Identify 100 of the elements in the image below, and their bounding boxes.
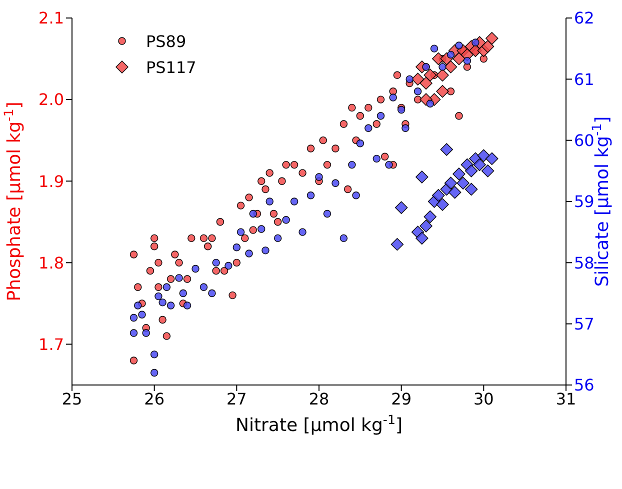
- point: [406, 75, 414, 84]
- point: [282, 216, 290, 224]
- point: [134, 302, 142, 310]
- point: [448, 186, 462, 199]
- point: [154, 292, 162, 300]
- point: [389, 94, 397, 102]
- y2-tick-label: 61: [574, 70, 594, 89]
- point: [440, 143, 453, 156]
- point: [394, 201, 408, 214]
- point: [452, 168, 466, 180]
- x-axis-title: Nitrate [μmol kg$^{-1}$]: [236, 412, 402, 436]
- x-tick-label: 25: [62, 389, 82, 408]
- x-tick-label: 26: [144, 389, 165, 408]
- point: [262, 246, 270, 254]
- point: [464, 164, 478, 178]
- point: [130, 329, 138, 337]
- point: [444, 60, 458, 74]
- y2-tick-label: 59: [574, 192, 594, 212]
- point: [332, 179, 340, 187]
- point: [364, 124, 372, 132]
- point: [323, 210, 332, 218]
- point: [348, 160, 356, 169]
- point: [138, 310, 146, 319]
- point: [175, 274, 183, 282]
- point: [477, 149, 490, 162]
- point: [166, 302, 175, 310]
- point: [356, 140, 364, 148]
- point: [463, 56, 472, 65]
- point: [424, 210, 436, 224]
- legend-label: PS117: [146, 58, 196, 76]
- point: [414, 88, 422, 96]
- point: [481, 40, 494, 53]
- point: [158, 298, 166, 306]
- point: [390, 238, 404, 251]
- point: [420, 76, 432, 90]
- point: [436, 198, 449, 211]
- point: [430, 44, 438, 52]
- x-tick-label: 27: [226, 389, 247, 408]
- point: [444, 176, 458, 190]
- point: [290, 198, 298, 206]
- point: [486, 32, 498, 45]
- point: [212, 258, 220, 267]
- point: [258, 225, 266, 233]
- point: [266, 198, 274, 206]
- point: [352, 192, 360, 200]
- x-tick-label: 31: [556, 389, 576, 408]
- x-tick-label: 28: [308, 389, 330, 408]
- point: [385, 160, 393, 169]
- point: [416, 170, 428, 184]
- point: [432, 189, 445, 202]
- legend-label: PS89: [146, 32, 186, 50]
- point: [232, 244, 241, 252]
- point: [150, 350, 158, 358]
- point: [438, 63, 446, 71]
- y2-tick-label: 56: [574, 376, 594, 395]
- point: [376, 112, 385, 120]
- y2-tick-label: 58: [574, 253, 594, 272]
- point: [298, 228, 306, 236]
- point: [315, 173, 323, 181]
- point: [224, 262, 232, 270]
- point: [150, 368, 158, 377]
- y-tick-label: 1.8: [38, 253, 64, 272]
- point: [436, 85, 449, 98]
- point: [179, 289, 187, 298]
- x-tick-label: 30: [473, 389, 494, 408]
- point: [411, 72, 424, 86]
- point: [192, 264, 200, 273]
- y-tick-label: 2.1: [38, 8, 64, 28]
- point: [142, 329, 150, 337]
- point: [245, 250, 253, 258]
- point: [473, 158, 486, 172]
- point: [200, 283, 208, 291]
- point: [486, 152, 498, 166]
- point: [162, 283, 171, 291]
- y-tick-label: 1.9: [38, 172, 64, 191]
- point: [340, 234, 348, 242]
- point: [416, 232, 428, 245]
- point: [183, 302, 192, 310]
- point: [464, 182, 478, 196]
- point: [274, 234, 282, 242]
- point: [455, 42, 463, 50]
- x-tick-label: 29: [391, 389, 412, 408]
- point: [402, 124, 410, 132]
- point: [249, 210, 257, 218]
- y2-tick-label: 57: [574, 314, 594, 334]
- y-tick-label: 1.7: [38, 334, 64, 354]
- point: [236, 228, 245, 236]
- point: [130, 314, 138, 322]
- y2-tick-label: 60: [574, 131, 594, 150]
- point: [472, 38, 480, 46]
- point: [481, 164, 494, 178]
- point: [424, 68, 436, 82]
- point: [372, 154, 380, 163]
- point: [420, 220, 432, 232]
- point: [208, 289, 216, 298]
- y-tick-label: 2.0: [38, 90, 64, 110]
- point: [452, 52, 466, 66]
- point: [306, 192, 315, 200]
- point: [436, 68, 449, 82]
- point: [456, 176, 470, 190]
